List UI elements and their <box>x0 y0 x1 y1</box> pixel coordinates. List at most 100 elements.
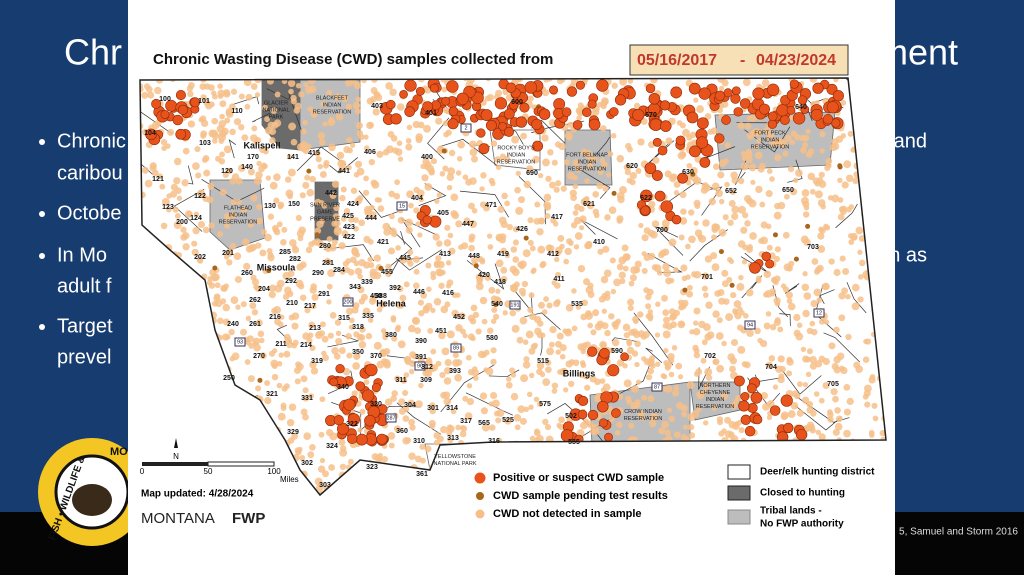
sample-negative <box>629 274 637 282</box>
district-label: 262 <box>249 297 261 304</box>
sample-negative <box>405 137 412 144</box>
sample-negative <box>533 315 542 324</box>
sample-negative <box>625 142 632 150</box>
sample-negative <box>773 255 780 263</box>
sample-positive <box>343 398 356 411</box>
sample-positive <box>677 172 688 184</box>
sample-negative <box>487 244 494 250</box>
sample-negative <box>345 258 352 264</box>
state-border <box>139 77 887 497</box>
sample-negative <box>402 389 409 397</box>
sample-pending <box>212 265 218 271</box>
district-label: 360 <box>396 428 408 435</box>
sample-positive <box>175 128 187 140</box>
sample-negative <box>512 256 520 263</box>
sample-negative <box>574 232 583 240</box>
sample-negative <box>271 373 279 381</box>
sample-negative <box>600 387 607 393</box>
sample-negative <box>547 149 554 156</box>
sample-negative <box>173 221 182 229</box>
sample-negative <box>302 181 310 189</box>
sample-negative <box>563 387 569 393</box>
district-boundary <box>781 369 822 395</box>
sample-positive <box>160 109 170 119</box>
sample-negative <box>774 246 782 253</box>
sample-negative <box>663 268 672 277</box>
sample-negative <box>363 189 370 196</box>
sample-positive <box>371 383 381 393</box>
district-label: 388 <box>375 293 387 300</box>
sample-negative <box>803 211 810 218</box>
sample-negative <box>569 189 577 197</box>
highway-shield <box>460 123 472 133</box>
district-label: 455 <box>381 269 393 276</box>
sample-positive <box>659 100 671 111</box>
sample-negative <box>351 247 359 256</box>
district-boundary <box>645 347 663 364</box>
sample-negative <box>368 262 375 269</box>
sample-negative <box>447 437 454 444</box>
sample-negative <box>702 323 711 332</box>
sample-negative <box>802 134 810 142</box>
sample-negative <box>765 190 773 198</box>
sample-negative <box>182 147 190 155</box>
sample-negative <box>537 245 546 254</box>
sample-negative <box>398 398 406 406</box>
sample-negative <box>201 157 208 163</box>
sample-negative <box>277 321 284 328</box>
sample-positive <box>361 389 375 402</box>
sample-negative <box>468 233 476 241</box>
sample-negative <box>526 165 534 173</box>
sample-pending <box>306 168 312 174</box>
sample-positive <box>660 200 674 213</box>
sample-negative <box>517 196 526 204</box>
sample-negative <box>545 175 552 182</box>
sample-negative <box>599 378 606 384</box>
district-label: 281 <box>322 260 334 267</box>
sample-negative <box>564 131 573 140</box>
sample-negative <box>712 163 720 171</box>
area-label: RESERVATION <box>313 109 352 115</box>
sample-negative <box>496 408 505 417</box>
sample-positive <box>524 81 538 94</box>
sample-negative <box>214 293 221 300</box>
sample-negative <box>400 377 408 384</box>
sample-positive <box>355 381 366 392</box>
sample-negative <box>310 367 319 375</box>
sample-negative <box>782 150 789 157</box>
sample-negative <box>229 242 237 250</box>
sample-negative <box>536 228 544 236</box>
sample-negative <box>701 285 708 292</box>
sample-negative <box>586 202 595 210</box>
sample-negative <box>584 178 590 184</box>
sample-positive <box>759 103 771 115</box>
sample-negative <box>814 190 823 199</box>
sample-negative <box>456 156 463 162</box>
sample-negative <box>833 268 841 277</box>
sample-negative <box>438 282 445 289</box>
sample-negative <box>197 220 206 229</box>
sample-negative <box>851 235 858 241</box>
sample-negative <box>211 131 220 140</box>
sample-negative <box>563 258 570 265</box>
sample-negative <box>302 119 308 126</box>
sample-negative <box>862 356 870 364</box>
sample-negative <box>206 196 214 204</box>
sample-negative <box>774 154 782 162</box>
sample-negative <box>302 147 310 155</box>
sample-negative <box>303 432 312 441</box>
sample-negative <box>663 316 671 324</box>
sample-negative <box>731 176 739 184</box>
sample-negative <box>480 351 487 358</box>
district-label: 565 <box>478 420 490 427</box>
sample-positive <box>776 104 789 117</box>
sample-negative <box>334 319 342 326</box>
sample-negative <box>729 365 736 373</box>
district-label: 204 <box>258 286 270 293</box>
sample-positive <box>446 80 459 93</box>
sample-negative <box>837 177 843 183</box>
sample-negative <box>691 410 700 418</box>
sample-negative <box>429 402 436 409</box>
sample-negative <box>817 245 826 253</box>
district-label: 525 <box>502 417 514 424</box>
